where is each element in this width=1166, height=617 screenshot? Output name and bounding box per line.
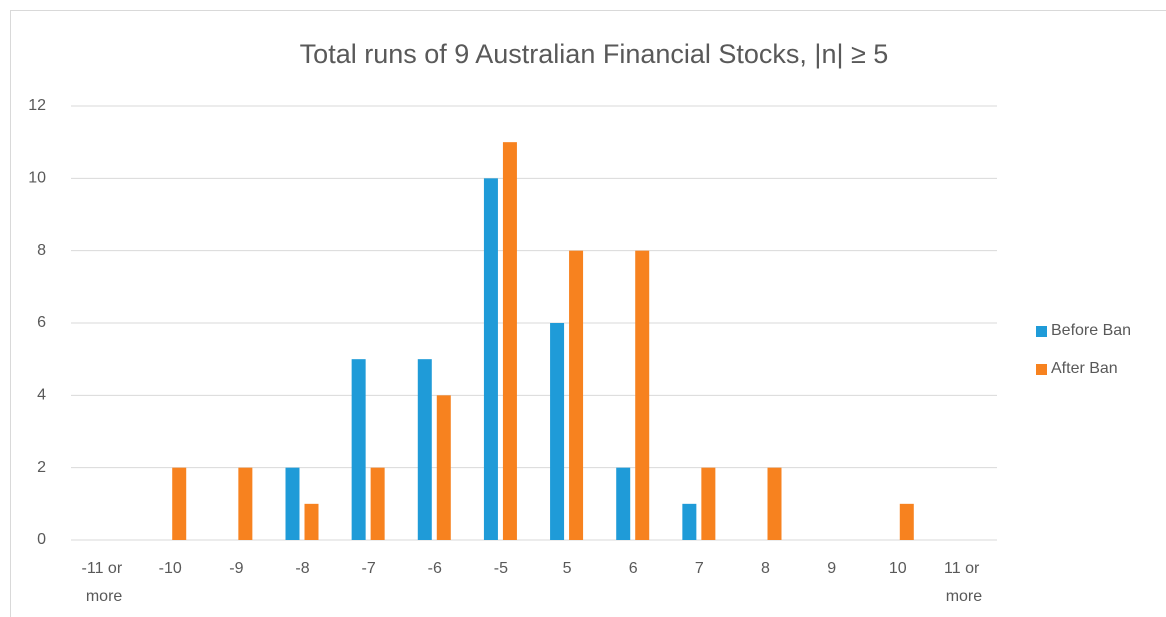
y-tick-label: 12 — [28, 97, 46, 114]
bar — [172, 467, 187, 540]
x-tick-label: 8 — [761, 560, 770, 577]
y-tick-label: 4 — [37, 387, 46, 404]
bar — [304, 503, 319, 540]
bar — [238, 467, 253, 540]
bar — [483, 178, 498, 541]
y-tick-label: 2 — [37, 459, 46, 476]
legend-swatch — [1036, 326, 1047, 337]
bar — [436, 395, 451, 540]
x-tick-label: -7 — [362, 560, 376, 577]
bar — [502, 142, 517, 540]
bar — [417, 359, 432, 540]
x-tick-label: -9 — [229, 560, 243, 577]
bar — [616, 467, 631, 540]
x-tick-label: -8 — [295, 560, 309, 577]
x-tick-label: 9 — [827, 560, 836, 577]
legend-swatch — [1036, 364, 1047, 375]
bar — [899, 503, 914, 540]
legend-label: After Ban — [1051, 360, 1118, 377]
x-tick-label: -6 — [428, 560, 442, 577]
bar — [767, 467, 782, 540]
chart-title: Total runs of 9 Australian Financial Sto… — [300, 39, 889, 69]
x-tick-label: 11 or more — [944, 560, 984, 605]
y-tick-label: 8 — [37, 242, 46, 259]
bar — [370, 467, 385, 540]
y-tick-label: 0 — [37, 531, 46, 548]
bar — [550, 323, 565, 540]
bar — [351, 359, 366, 540]
x-tick-label: 6 — [629, 560, 638, 577]
bar — [569, 250, 584, 540]
x-tick-label: -10 — [159, 560, 182, 577]
x-tick-label: -11 or more — [82, 560, 127, 605]
y-tick-label: 10 — [28, 170, 46, 187]
legend-label: Before Ban — [1051, 322, 1131, 339]
bar — [701, 467, 716, 540]
bar — [682, 503, 697, 540]
x-tick-label: 10 — [889, 560, 907, 577]
x-tick-label: 7 — [695, 560, 704, 577]
x-tick-label: 5 — [563, 560, 572, 577]
chart-border — [10, 10, 1166, 617]
y-tick-label: 6 — [37, 314, 46, 331]
x-tick-label: -5 — [494, 560, 508, 577]
bar — [635, 250, 650, 540]
bar — [285, 467, 300, 540]
